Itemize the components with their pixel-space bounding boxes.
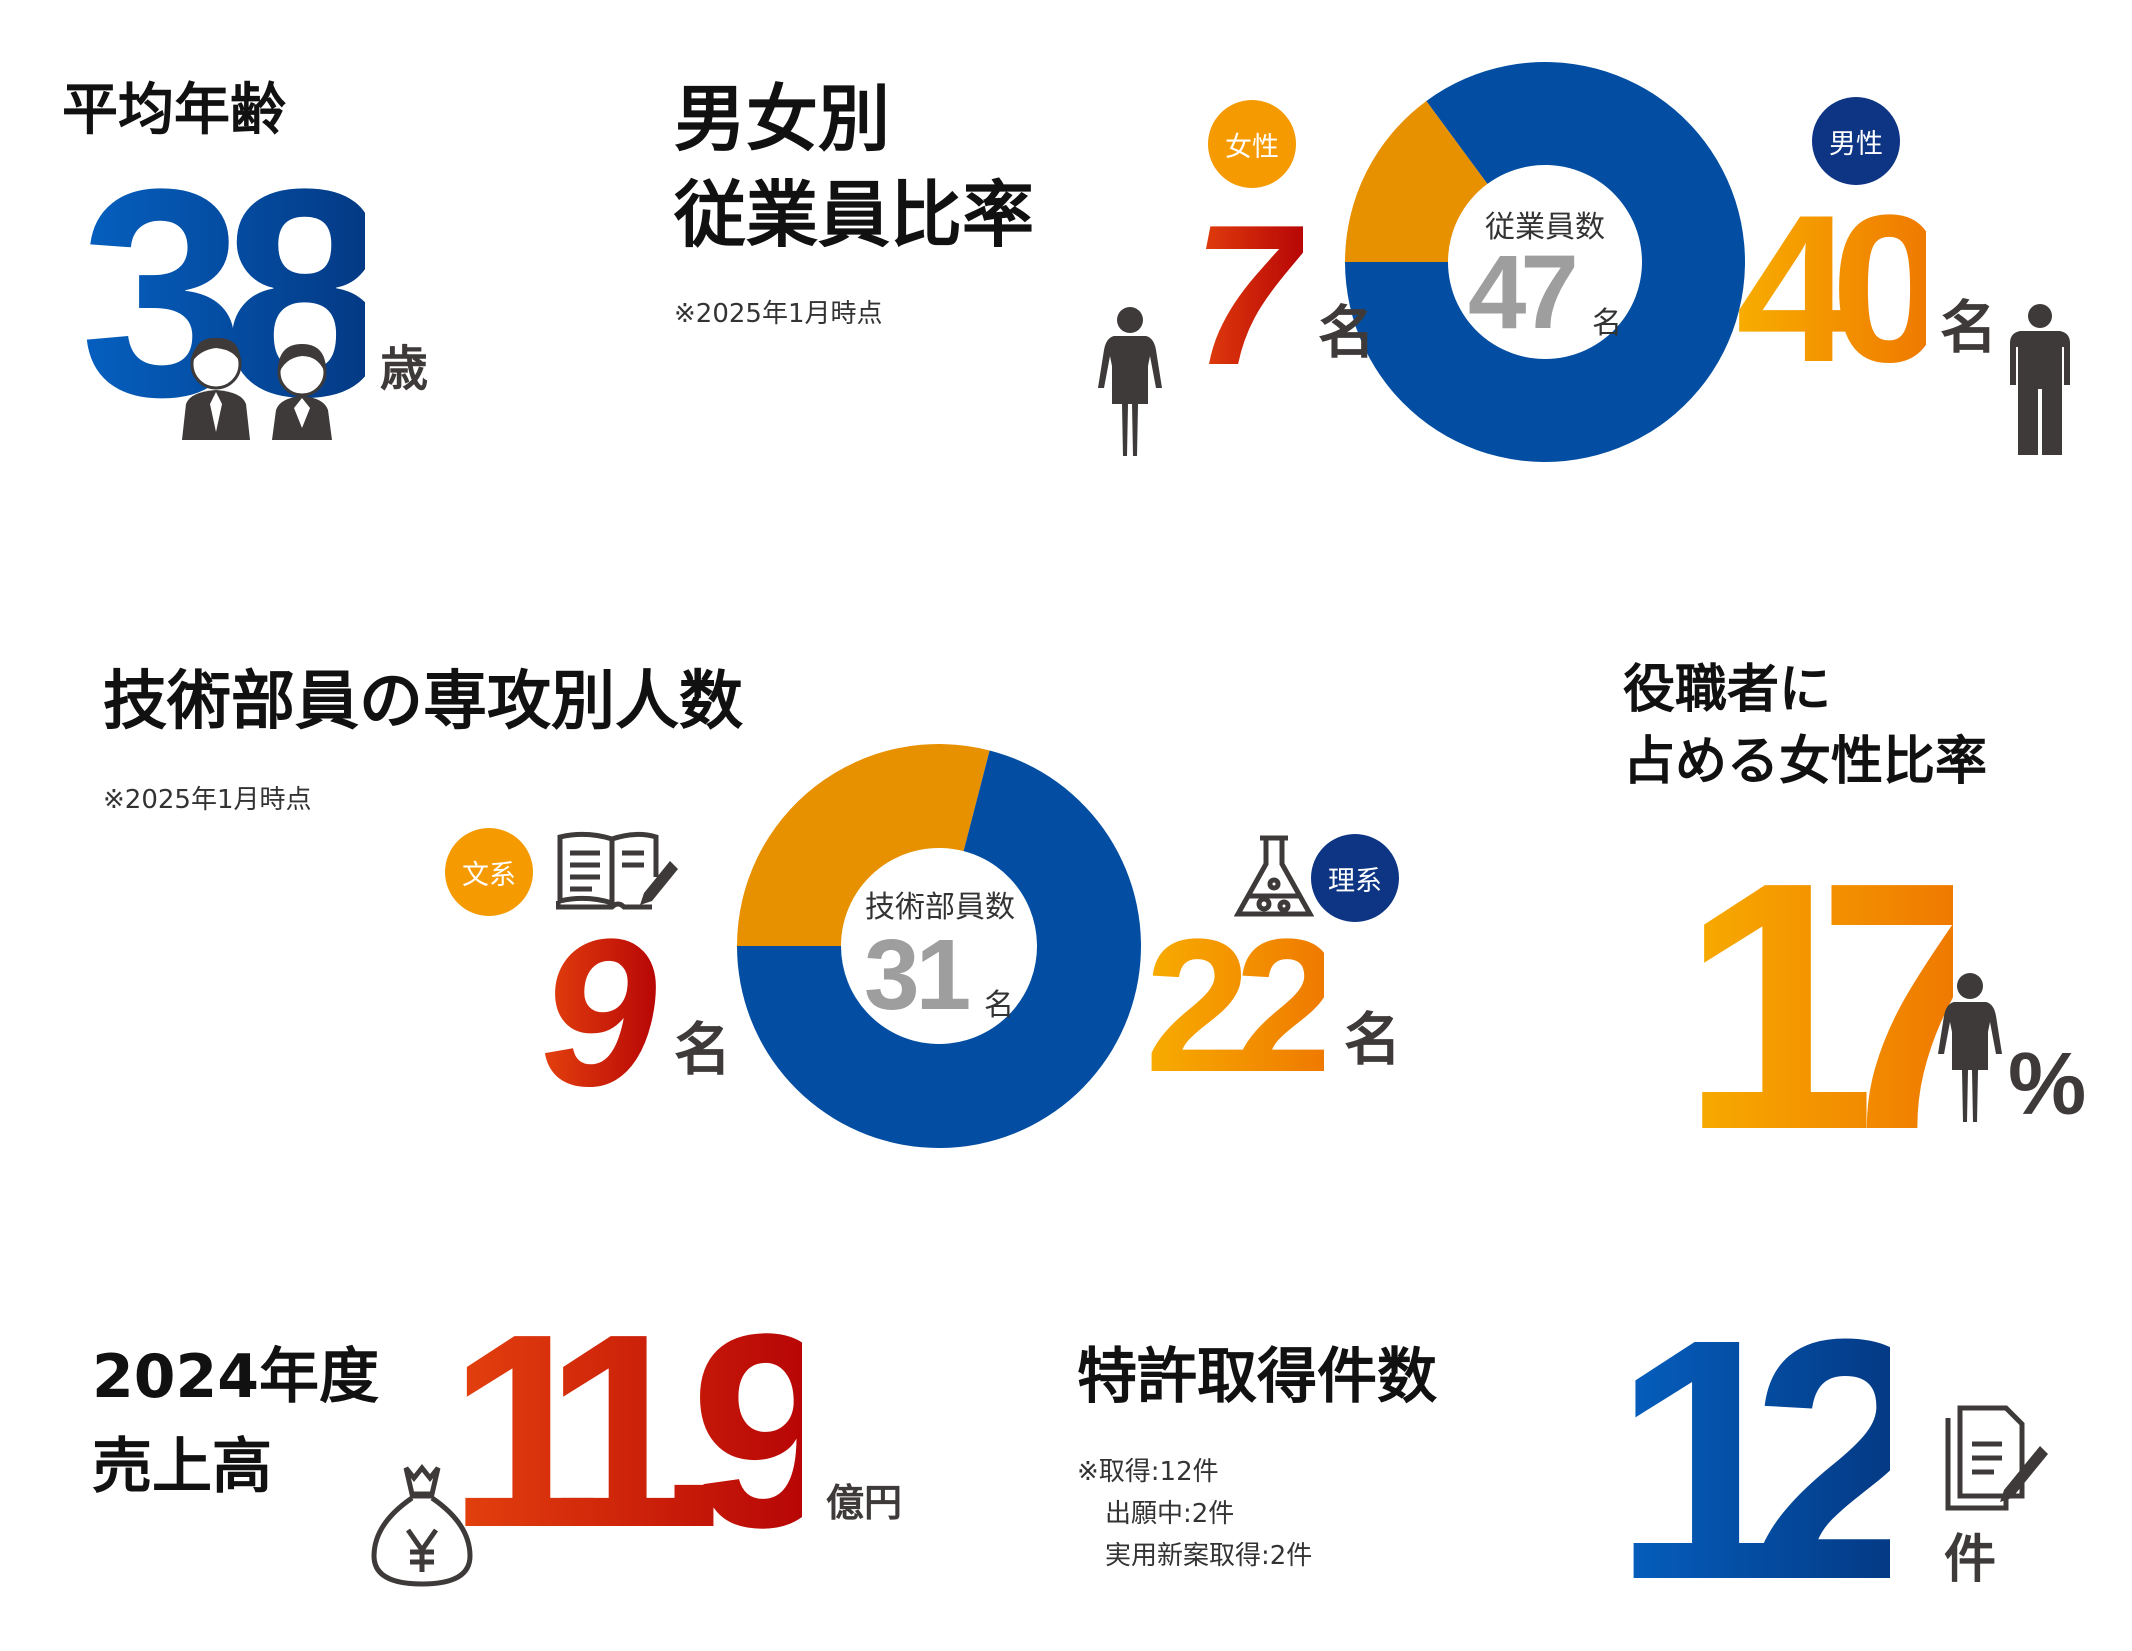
donut-slice-minor [737,744,990,946]
male-count-value: 40 [1736,171,1948,406]
female-managers-unit: % [2008,1034,2087,1133]
gender-total-value: 47 [1468,234,1579,351]
sales-value: 11.9 [448,1277,844,1585]
patents-note-acquired: ※取得:12件 [1077,1457,1219,1487]
patents-value: 12 [1612,1267,1941,1651]
sales-title-line2: 売上高 [92,1432,272,1502]
female-managers-value: 17 [1680,808,2013,1203]
majors-title: 技術部員の専攻別人数 [103,665,743,739]
average-age-unit: 歳 [380,341,429,397]
gender-total-label: 従業員数 [1485,210,1605,245]
humanities-count-value: 9 [540,895,657,1130]
patents-unit: 件 [1944,1530,1997,1590]
male-figure-icon [2010,304,2070,455]
male-count-unit: 名 [1940,295,1997,361]
female-badge: 女性 [1208,100,1296,188]
female-managers-title-line1: 役職者に [1623,660,1832,720]
gender-ratio-title-line1: 男女別 [674,77,891,161]
female-figure-icon [1098,307,1162,456]
employees-icon [182,337,332,440]
patents-note-pending: 出願中:2件 [1105,1499,1235,1529]
science-count-value: 22 [1145,900,1340,1112]
humanities-count-unit: 名 [674,1017,731,1083]
sales-title-line1: 2024年度 [92,1342,379,1412]
gender-ratio-note: ※2025年1月時点 [674,299,883,329]
patents-note-utility: 実用新案取得:2件 [1105,1541,1313,1571]
donut-slice-minor [1345,100,1488,262]
donut-slice-major [1345,62,1745,462]
money-bag-icon [371,1464,473,1587]
donut-slice-major [737,750,1141,1148]
humanities-badge: 文系 [445,828,533,916]
female-count-value: 7 [1192,184,1304,407]
male-badge: 男性 [1812,97,1900,185]
majors-total-value: 31 [864,919,971,1031]
majors-donut-chart [737,744,1141,1148]
gender-donut-chart [1345,62,1745,462]
average-age-title: 平均年齢 [62,78,286,143]
gender-ratio-title-line2: 従業員比率 [674,173,1035,257]
science-badge: 理系 [1311,834,1399,922]
majors-total-label: 技術部員数 [865,890,1015,925]
majors-note: ※2025年1月時点 [103,785,312,815]
flask-icon [1234,835,1314,917]
majors-total-unit: 名 [984,988,1014,1023]
science-count-unit: 名 [1344,1007,1401,1073]
document-pen-icon [1945,1405,2048,1511]
sales-unit: 億円 [826,1481,903,1525]
book-icon [556,831,678,910]
patents-title: 特許取得件数 [1077,1342,1437,1412]
female-managers-title-line2: 占める女性比率 [1623,732,1988,792]
gender-total-unit: 名 [1592,306,1622,341]
female-figure-icon [1938,973,2002,1122]
female-count-unit: 名 [1318,300,1375,366]
average-age-value: 38 [80,127,387,458]
